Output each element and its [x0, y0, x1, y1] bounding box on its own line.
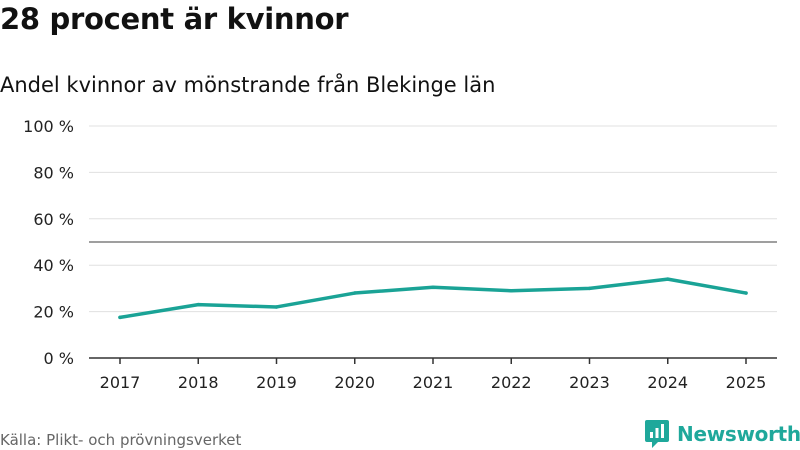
source-note: Källa: Plikt- och prövningsverket [0, 431, 242, 449]
x-axis-ticks: 2017 2018 2019 2020 2021 2022 2023 2024 2025 [100, 358, 767, 392]
x-tick-label-2023: 2023 [569, 373, 610, 392]
x-tick-label-2017: 2017 [100, 373, 141, 392]
series-lines [118, 277, 748, 320]
y-tick-label-100: 100 % [23, 117, 74, 136]
x-tick-label-2019: 2019 [256, 373, 297, 392]
data-point-2021 [431, 285, 435, 289]
chart-title: 28 procent är kvinnor [0, 2, 349, 36]
x-tick-label-2020: 2020 [334, 373, 375, 392]
data-point-2025 [744, 291, 748, 295]
y-tick-label-0: 0 % [44, 349, 74, 368]
x-tick-label-2025: 2025 [726, 373, 767, 392]
brand-logo: Newsworthy [644, 419, 800, 449]
y-tick-label-40: 40 % [33, 256, 74, 275]
gridlines [89, 125, 777, 313]
y-tick-label-80: 80 % [33, 163, 74, 182]
data-point-2018 [196, 302, 200, 307]
newsworthy-logo-icon [645, 420, 669, 448]
x-tick-label-2022: 2022 [491, 373, 532, 392]
x-tick-label-2024: 2024 [647, 373, 688, 392]
data-point-2019 [274, 305, 279, 309]
x-tick-label-2021: 2021 [413, 373, 454, 392]
chart-subtitle: Andel kvinnor av mönstrande från Bleking… [0, 73, 496, 97]
data-point-2022 [509, 288, 513, 293]
data-point-2017 [118, 315, 122, 320]
data-point-2024 [666, 277, 670, 281]
x-tick-label-2018: 2018 [178, 373, 219, 392]
y-tick-label-20: 20 % [33, 303, 74, 322]
data-point-2020 [353, 291, 357, 295]
y-tick-label-60: 60 % [33, 210, 74, 229]
y-axis-tick-labels: 0 % 20 % 40 % 60 % 80 % 100 % [23, 117, 74, 368]
data-point-2023 [587, 286, 592, 291]
brand-name: Newsworthy [677, 422, 800, 446]
